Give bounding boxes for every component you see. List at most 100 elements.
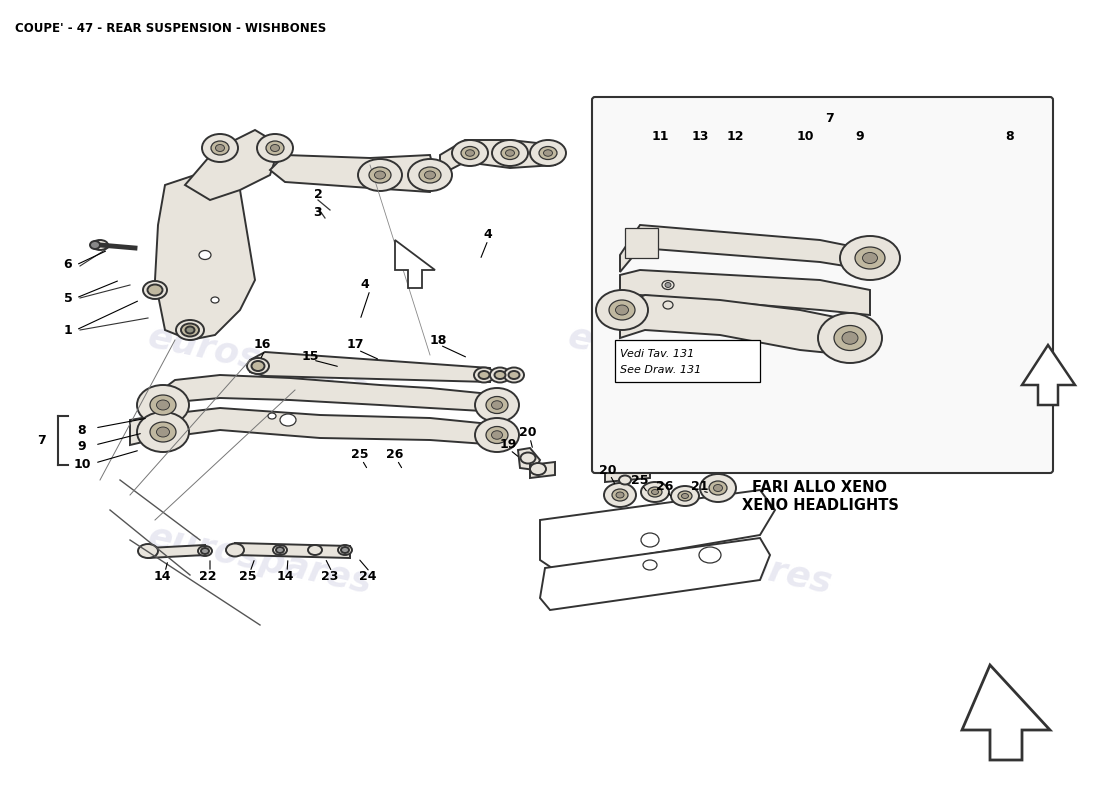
Ellipse shape	[248, 358, 270, 374]
Text: 5: 5	[64, 291, 73, 305]
Text: 15: 15	[301, 350, 319, 363]
Polygon shape	[620, 295, 850, 355]
Ellipse shape	[92, 240, 108, 250]
Ellipse shape	[147, 285, 163, 295]
Ellipse shape	[714, 485, 723, 491]
Polygon shape	[1022, 345, 1075, 405]
Text: 20: 20	[600, 463, 617, 477]
Ellipse shape	[671, 486, 698, 506]
Polygon shape	[148, 545, 205, 558]
Ellipse shape	[539, 146, 557, 159]
Ellipse shape	[138, 412, 189, 452]
Text: 24: 24	[360, 570, 376, 583]
Ellipse shape	[641, 482, 669, 502]
Text: 26: 26	[657, 479, 673, 493]
Ellipse shape	[266, 141, 284, 155]
Ellipse shape	[490, 367, 510, 382]
Ellipse shape	[495, 371, 506, 379]
Ellipse shape	[648, 487, 662, 497]
Ellipse shape	[143, 281, 167, 299]
Ellipse shape	[644, 560, 657, 570]
Ellipse shape	[374, 171, 385, 179]
Ellipse shape	[419, 167, 441, 183]
Text: 23: 23	[321, 570, 339, 583]
Ellipse shape	[818, 313, 882, 363]
Ellipse shape	[616, 492, 624, 498]
Polygon shape	[530, 462, 556, 478]
Ellipse shape	[666, 282, 671, 287]
Ellipse shape	[257, 134, 293, 162]
Ellipse shape	[619, 475, 631, 485]
Ellipse shape	[842, 332, 858, 344]
Ellipse shape	[138, 544, 158, 558]
Text: 8: 8	[1005, 130, 1014, 143]
Ellipse shape	[150, 422, 176, 442]
Text: 10: 10	[796, 130, 814, 143]
Ellipse shape	[700, 474, 736, 502]
Bar	[615, 340, 760, 382]
Ellipse shape	[341, 547, 349, 553]
Ellipse shape	[276, 547, 284, 553]
Ellipse shape	[202, 134, 238, 162]
Ellipse shape	[506, 150, 515, 156]
Ellipse shape	[612, 489, 628, 501]
Ellipse shape	[273, 545, 287, 555]
Text: 17: 17	[346, 338, 364, 351]
Text: 21: 21	[691, 479, 708, 493]
Ellipse shape	[156, 400, 169, 410]
Ellipse shape	[358, 159, 402, 191]
Text: 7: 7	[37, 434, 46, 446]
Text: 16: 16	[253, 338, 271, 351]
Ellipse shape	[682, 494, 689, 498]
Polygon shape	[605, 466, 650, 482]
Ellipse shape	[641, 533, 659, 547]
Polygon shape	[625, 228, 658, 258]
Ellipse shape	[855, 247, 886, 269]
Text: FARI ALLO XENO: FARI ALLO XENO	[752, 481, 888, 495]
Polygon shape	[395, 240, 434, 288]
Ellipse shape	[90, 241, 100, 249]
Ellipse shape	[698, 547, 720, 563]
Ellipse shape	[211, 297, 219, 303]
Polygon shape	[610, 220, 648, 338]
Text: 9: 9	[856, 130, 865, 143]
Ellipse shape	[508, 371, 519, 379]
Polygon shape	[620, 225, 870, 272]
Text: 9: 9	[78, 441, 86, 454]
Text: 22: 22	[199, 570, 217, 583]
Ellipse shape	[492, 140, 528, 166]
Text: 4: 4	[361, 278, 370, 291]
Text: 3: 3	[314, 206, 322, 218]
Polygon shape	[270, 155, 434, 192]
Polygon shape	[130, 408, 500, 445]
Ellipse shape	[252, 361, 264, 371]
Ellipse shape	[461, 146, 478, 159]
Text: 13: 13	[691, 130, 708, 143]
Ellipse shape	[504, 367, 524, 382]
Polygon shape	[155, 375, 501, 415]
Text: eurospares: eurospares	[145, 520, 375, 600]
Ellipse shape	[662, 281, 674, 290]
Text: 12: 12	[726, 130, 744, 143]
Ellipse shape	[368, 167, 390, 183]
Ellipse shape	[663, 301, 673, 309]
Text: 14: 14	[276, 570, 294, 583]
Text: 19: 19	[499, 438, 517, 451]
Text: eurospares: eurospares	[564, 320, 795, 400]
Text: 11: 11	[651, 130, 669, 143]
Ellipse shape	[478, 371, 490, 379]
Text: 2: 2	[314, 189, 322, 202]
Text: Vedi Tav. 131: Vedi Tav. 131	[620, 349, 694, 359]
Ellipse shape	[408, 159, 452, 191]
Ellipse shape	[834, 326, 866, 350]
Ellipse shape	[596, 290, 648, 330]
Ellipse shape	[226, 543, 244, 557]
Ellipse shape	[678, 491, 692, 501]
Text: eurospares: eurospares	[605, 520, 835, 600]
Ellipse shape	[530, 140, 566, 166]
Polygon shape	[155, 170, 255, 340]
Ellipse shape	[211, 141, 229, 155]
Ellipse shape	[186, 326, 195, 334]
Ellipse shape	[616, 305, 628, 315]
Ellipse shape	[500, 146, 519, 159]
